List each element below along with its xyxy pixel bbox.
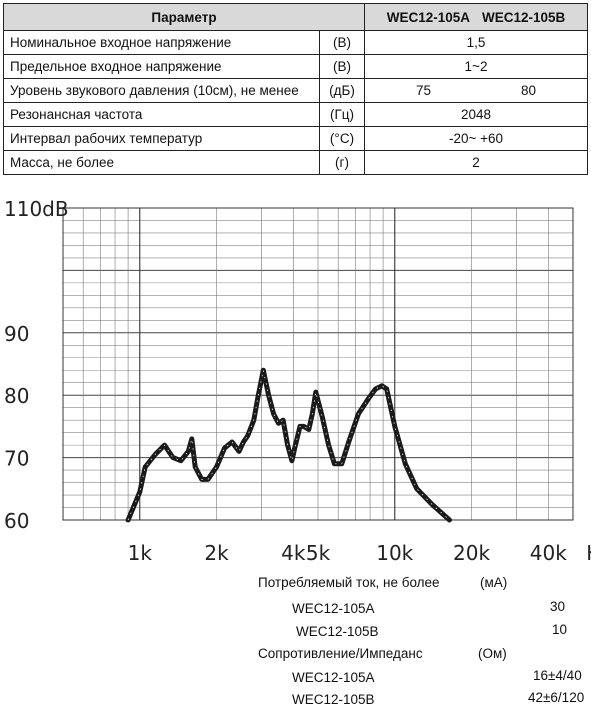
x-tick-label: 40k (530, 541, 567, 565)
series-line-highlight (127, 369, 450, 521)
consumption-value-a: 30 (550, 599, 566, 614)
header-models: WEC12-105A WEC12-105B (364, 3, 588, 31)
plot-frame (62, 207, 574, 521)
param-value-split: 75 80 (364, 78, 588, 103)
spec-row: Уровень звукового давления (10см), не ме… (3, 78, 588, 103)
impedance-unit: (Ом) (478, 646, 507, 661)
header-model-b: WEC12-105B (482, 9, 566, 25)
header-model-a: WEC12-105A (386, 9, 470, 25)
param-name: Уровень звукового давления (10см), не ме… (3, 78, 320, 103)
impedance-value-a: 16±4/40 (533, 668, 582, 683)
param-name: Номинальное входное напряжение (3, 30, 320, 55)
param-unit: (г) (319, 150, 365, 175)
param-name: Резонансная частота (3, 102, 320, 127)
spec-header-row: Параметр WEC12-105A WEC12-105B (3, 3, 588, 31)
consumption-model-a: WEC12-105A (292, 601, 375, 616)
y-tick-label: 80 (4, 384, 29, 408)
param-unit: (°С) (319, 126, 365, 151)
param-name: Масса, не более (3, 150, 320, 175)
param-value: 1,5 (364, 30, 588, 55)
spec-row: Номинальное входное напряжение (В) 1,5 (3, 30, 588, 55)
impedance-title: Сопротивление/Импеданс (258, 646, 423, 661)
impedance-model-a: WEC12-105A (292, 670, 375, 685)
x-unit-label: Hz (586, 541, 591, 565)
param-unit: (В) (319, 30, 365, 55)
header-param: Параметр (3, 3, 365, 31)
spec-row: Интервал рабочих температур (°С) -20~ +6… (3, 126, 588, 151)
x-tick-label: 1k (128, 541, 153, 565)
x-tick-label: 20k (453, 541, 490, 565)
spec-row: Масса, не более (г) 2 (3, 150, 588, 175)
consumption-model-b: WEC12-105B (296, 624, 379, 639)
param-value-a: 75 (415, 83, 432, 98)
x-tick-label: 4k (281, 541, 306, 565)
param-value-b: 80 (520, 83, 537, 98)
param-unit: (В) (319, 54, 365, 79)
x-tick-label: 2k (204, 541, 229, 565)
spec-row: Резонансная частота (Гц) 2048 (3, 102, 588, 127)
impedance-model-b: WEC12-105B (292, 692, 375, 707)
y-tick-label: 110dB (4, 197, 69, 221)
spec-table: Параметр WEC12-105A WEC12-105B Номинальн… (3, 3, 588, 175)
param-name: Предельное входное напряжение (3, 54, 320, 79)
param-name: Интервал рабочих температур (3, 126, 320, 151)
param-value: 2048 (364, 102, 588, 127)
y-tick-label: 70 (4, 447, 29, 471)
param-unit: (дБ) (319, 78, 365, 103)
y-tick-label: 60 (4, 509, 29, 533)
impedance-value-b: 42±6/120 (528, 690, 585, 705)
param-unit: (Гц) (319, 102, 365, 127)
param-value: 1~2 (364, 54, 588, 79)
x-tick-label: 5k (306, 541, 331, 565)
param-value: -20~ +60 (364, 126, 588, 151)
y-tick-label: 90 (4, 322, 29, 346)
spec-row: Предельное входное напряжение (В) 1~2 (3, 54, 588, 79)
consumption-unit: (мА) (480, 575, 508, 590)
x-tick-label: 10k (376, 541, 413, 565)
param-value: 2 (364, 150, 588, 175)
consumption-title: Потребляемый ток, не более (258, 575, 440, 590)
consumption-value-b: 10 (552, 622, 568, 637)
